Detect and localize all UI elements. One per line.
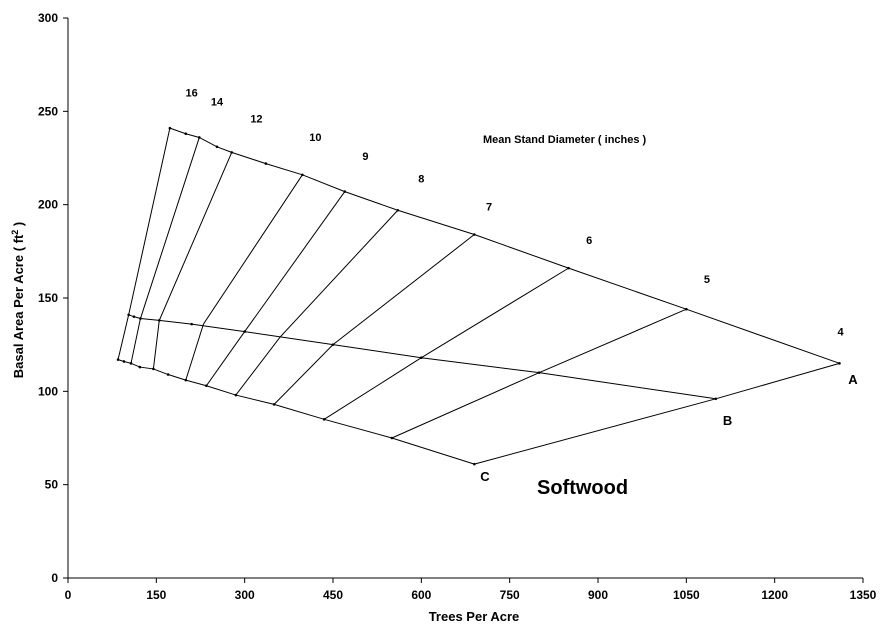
diameter-label: 14 [211, 97, 224, 109]
x-tick-label: 1200 [761, 588, 788, 602]
y-tick-label: 150 [38, 291, 58, 305]
x-tick-label: 1050 [673, 588, 700, 602]
species-label: Softwood [537, 477, 628, 499]
x-tick-label: 150 [146, 588, 166, 602]
diameter-label: 8 [418, 173, 424, 185]
diameter-line-5 [391, 308, 687, 439]
y-tick-label: 200 [38, 198, 58, 212]
diameter-line-12 [152, 152, 233, 369]
x-tick-label: 750 [500, 588, 520, 602]
diameter-label: 7 [486, 201, 492, 213]
series-point [264, 162, 268, 165]
x-tick-label: 450 [323, 588, 343, 602]
x-tick-label: 1350 [850, 588, 877, 602]
diameter-line-14 [130, 137, 200, 364]
x-tick-label: 900 [588, 588, 608, 602]
diameter-label: 6 [586, 235, 592, 247]
diameter-title: Mean Stand Diameter ( inches ) [483, 134, 647, 146]
series-point [132, 315, 136, 318]
y-axis-title-sup: 2 [10, 230, 20, 235]
diameter-line-7 [273, 234, 475, 405]
y-axis-title: Basal Area Per Acre ( ft2 ) [10, 222, 26, 379]
diameter-label: 10 [309, 132, 321, 144]
diameter-line-8 [235, 209, 399, 396]
y-tick-label: 250 [38, 104, 58, 118]
x-tick-label: 300 [235, 588, 255, 602]
diameter-line-6 [323, 267, 569, 420]
diameter-label: 5 [704, 274, 710, 286]
series-point [122, 360, 126, 363]
series-point [184, 132, 188, 136]
y-axis-title-end: ) [11, 222, 26, 230]
axes [67, 18, 863, 579]
diameter-label: 4 [838, 326, 845, 338]
y-tick-label: 300 [38, 11, 58, 25]
diameter-label: 16 [186, 87, 198, 99]
y-tick-label: 0 [51, 571, 58, 585]
series-point [152, 367, 155, 371]
series-point [215, 145, 219, 149]
series-point [166, 373, 170, 376]
series-line-b [128, 314, 716, 400]
chart-labels: 16 14 12 10 9 8 7 6 5 4 A B C [186, 87, 859, 484]
y-tick-label: 100 [38, 384, 58, 398]
series-point [129, 362, 133, 365]
diameter-line-9 [205, 191, 346, 387]
series-point [190, 322, 193, 326]
series-line-a [169, 127, 840, 364]
diameter-line-4 [474, 362, 840, 465]
diameter-line-16 [117, 128, 171, 360]
x-axis-title: Trees Per Acre [429, 609, 520, 624]
line-end-label: C [480, 469, 490, 484]
diameter-lines [117, 128, 840, 465]
diameter-line-10 [185, 174, 303, 381]
diameter-label: 12 [250, 114, 262, 126]
diameter-label: 9 [362, 151, 368, 163]
x-tick-label: 600 [411, 588, 431, 602]
x-tick-label: 0 [65, 588, 72, 602]
line-end-label: A [848, 372, 858, 387]
series-point [138, 365, 142, 369]
y-axis-title-main: Basal Area Per Acre ( ft [11, 234, 26, 378]
ticks: 0 150 300 450 600 750 900 1050 1200 1350 0 50 100 150… [38, 11, 877, 602]
y-tick-label: 50 [45, 478, 59, 492]
series-line-c [117, 359, 475, 465]
line-end-label: B [723, 413, 732, 428]
